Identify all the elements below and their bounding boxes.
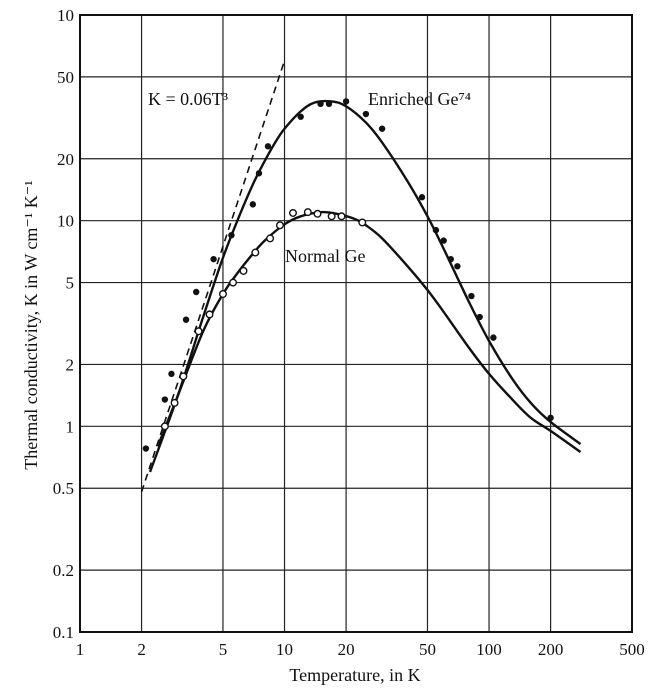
enriched-ge-point xyxy=(264,143,272,150)
y-tick-labels: 0.1 0.2 0.5 1 2 5 10 20 50 10 xyxy=(53,6,74,642)
y-tick-label: 0.1 xyxy=(53,623,74,642)
normal-ge-point xyxy=(266,234,275,243)
enriched-ge-point xyxy=(547,414,554,422)
normal-ge-point xyxy=(313,209,322,218)
y-tick-label: 50 xyxy=(57,68,74,87)
y-axis-label: Thermal conductivity, K in W cm⁻¹ K⁻¹ xyxy=(21,180,41,469)
enriched-ge-label: Enriched Ge⁷⁴ xyxy=(368,89,471,109)
x-tick-label: 50 xyxy=(419,640,436,659)
y-tick-label: 10 xyxy=(57,6,74,25)
normal-ge-point xyxy=(218,289,227,298)
enriched-ge-point xyxy=(325,100,333,108)
y-tick-label: 1 xyxy=(66,417,75,436)
x-tick-labels: 1 2 5 10 20 50 100 200 500 xyxy=(76,640,645,659)
normal-ge-point xyxy=(160,422,169,431)
enriched-ge-point xyxy=(249,201,257,208)
x-axis-label: Temperature, in K xyxy=(289,665,420,685)
enriched-ge-point xyxy=(432,226,440,234)
normal-ge-point xyxy=(288,208,297,217)
enriched-ge-point xyxy=(168,370,175,378)
y-tick-label: 5 xyxy=(66,274,75,293)
normal-ge-point xyxy=(205,310,214,319)
normal-ge-point xyxy=(303,208,312,217)
normal-ge-point xyxy=(239,266,248,275)
normal-ge-point xyxy=(194,327,203,336)
y-tick-label: 0.5 xyxy=(53,479,74,498)
enriched-ge-point xyxy=(255,170,263,177)
enriched-ge-point xyxy=(447,255,454,263)
enriched-ge-point xyxy=(193,288,200,296)
normal-ge-curve xyxy=(156,210,582,454)
enriched-ge-point xyxy=(440,237,447,244)
enriched-ge-point xyxy=(342,98,350,105)
normal-ge-point xyxy=(229,278,238,287)
y-tick-label: 2 xyxy=(66,355,75,374)
enriched-ge-point xyxy=(182,316,190,323)
plot-frame xyxy=(79,14,633,633)
enriched-ge-point xyxy=(378,125,386,132)
x-tick-label: 200 xyxy=(538,640,564,659)
enriched-ge-point xyxy=(468,292,475,300)
normal-ge-point xyxy=(275,221,284,230)
normal-ge-point xyxy=(327,212,336,221)
x-tick-label: 5 xyxy=(219,640,228,659)
x-tick-label: 100 xyxy=(476,640,502,659)
y-tick-label: 20 xyxy=(57,150,74,169)
enriched-ge-point xyxy=(317,100,324,108)
x-tick-label: 1 xyxy=(76,640,85,659)
normal-ge-label: Normal Ge xyxy=(285,246,365,266)
enriched-ge-curve xyxy=(148,99,582,473)
normal-ge-point xyxy=(179,372,188,381)
data-points xyxy=(142,98,554,452)
y-tick-label: 10 xyxy=(57,212,74,231)
enriched-ge-point xyxy=(142,445,150,452)
enriched-ge-point xyxy=(476,313,483,321)
normal-ge-point xyxy=(337,212,346,221)
fit-line-dashed xyxy=(140,60,286,493)
enriched-ge-point xyxy=(228,231,235,239)
fit-line-label: K = 0.06T³ xyxy=(148,89,229,109)
enriched-ge-point xyxy=(161,396,169,403)
x-tick-label: 500 xyxy=(619,640,645,659)
y-tick-label: 0.2 xyxy=(53,561,74,580)
enriched-ge-point xyxy=(454,263,461,270)
enriched-ge-point xyxy=(490,334,497,341)
grid xyxy=(79,14,633,633)
normal-ge-point xyxy=(358,218,367,227)
normal-ge-point xyxy=(251,248,260,257)
enriched-ge-point xyxy=(297,113,304,120)
x-tick-label: 10 xyxy=(276,640,293,659)
enriched-ge-point xyxy=(418,194,426,201)
x-tick-label: 2 xyxy=(137,640,146,659)
x-tick-label: 20 xyxy=(338,640,355,659)
enriched-ge-point xyxy=(362,110,370,118)
normal-ge-point xyxy=(170,398,179,407)
curves xyxy=(140,60,582,493)
enriched-ge-point xyxy=(210,255,217,263)
